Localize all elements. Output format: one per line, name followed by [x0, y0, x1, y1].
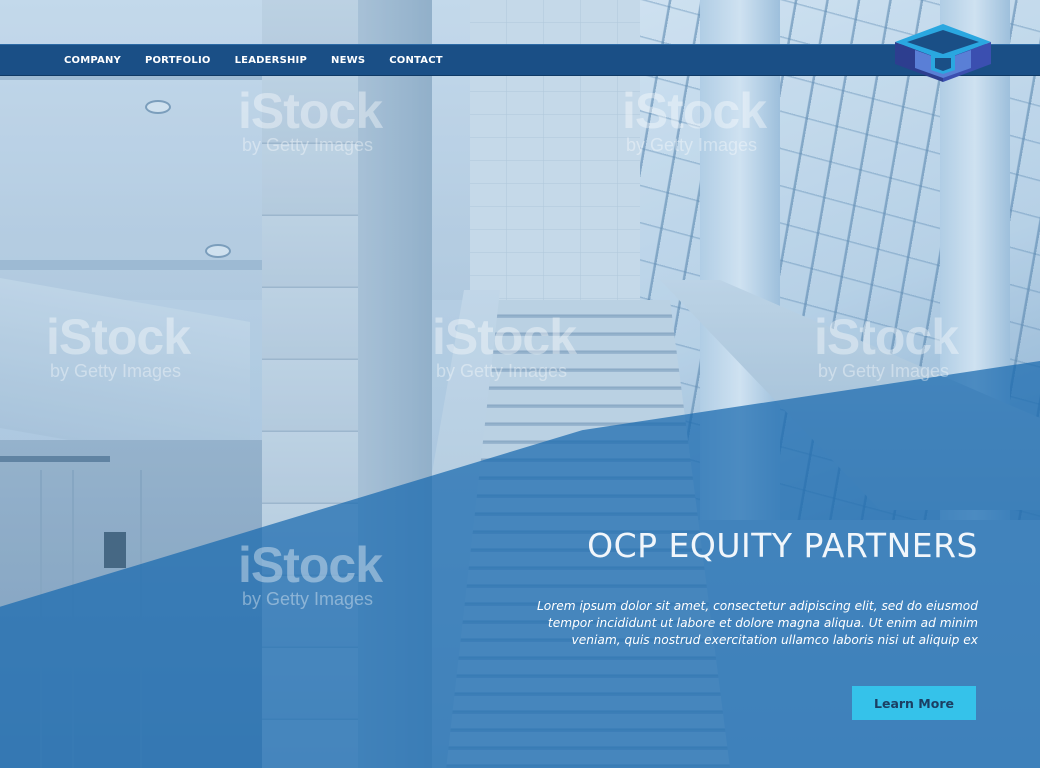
watermark: iStock by Getty Images [46, 309, 191, 381]
nav-portfolio-link[interactable]: PORTFOLIO [144, 54, 211, 66]
top-navigation-bar: COMPANY PORTFOLIO LEADERSHIP NEWS CONTAC… [0, 44, 1040, 76]
watermark: iStock by Getty Images [238, 537, 383, 609]
watermark-brand: iStock [432, 309, 577, 365]
watermark: iStock by Getty Images [432, 309, 577, 381]
watermark-brand: iStock [46, 309, 191, 365]
nav-contact-link[interactable]: CONTACT [389, 54, 443, 66]
watermark-tagline: by Getty Images [50, 361, 182, 381]
main-nav: COMPANY PORTFOLIO LEADERSHIP NEWS CONTAC… [52, 45, 455, 75]
ceiling-light [205, 244, 231, 258]
nav-company-link[interactable]: COMPANY [64, 54, 121, 66]
watermark-brand: iStock [622, 83, 767, 139]
watermark-tagline: by Getty Images [242, 135, 374, 155]
hero-description: Lorem ipsum dolor sit amet, consectetur … [536, 599, 978, 647]
watermark-tagline: by Getty Images [818, 361, 950, 381]
watermark-brand: iStock [238, 83, 383, 139]
watermark-tagline: by Getty Images [436, 361, 568, 381]
watermark-brand: iStock [814, 309, 959, 365]
learn-more-button[interactable]: Learn More [852, 686, 976, 720]
cube-logo-icon[interactable] [893, 24, 993, 84]
watermark-tagline: by Getty Images [626, 135, 758, 155]
watermark: iStock by Getty Images [238, 83, 383, 155]
ceiling-beam [0, 260, 420, 270]
watermark-brand: iStock [238, 537, 383, 593]
ceiling-light [145, 100, 171, 114]
wall-rail [0, 456, 110, 462]
watermark: iStock by Getty Images [814, 309, 959, 381]
watermark: iStock by Getty Images [622, 83, 767, 155]
hero-title: OCP EQUITY PARTNERS [587, 526, 978, 565]
nav-leadership-link[interactable]: LEADERSHIP [234, 54, 307, 66]
wall-box [104, 532, 126, 568]
watermark-tagline: by Getty Images [242, 589, 374, 609]
nav-news-link[interactable]: NEWS [331, 54, 366, 66]
